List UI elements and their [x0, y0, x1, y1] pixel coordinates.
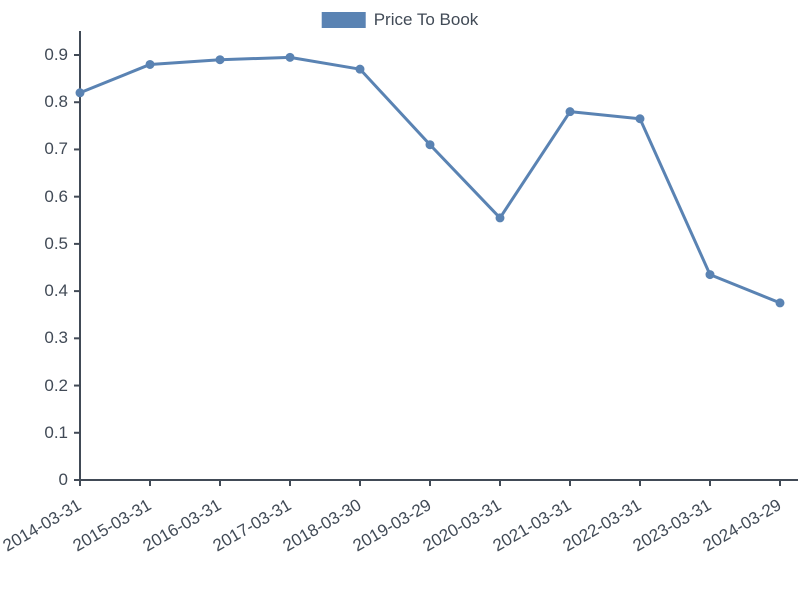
y-tick-label: 0.1 [0, 423, 68, 443]
data-point [426, 141, 434, 149]
y-tick-label: 0.2 [0, 376, 68, 396]
y-tick-label: 0.5 [0, 234, 68, 254]
data-point [356, 65, 364, 73]
y-tick-label: 0 [0, 470, 68, 490]
y-tick-label: 0.3 [0, 328, 68, 348]
data-point [776, 299, 784, 307]
series-line [80, 57, 780, 303]
line-chart: Price To Book 00.10.20.30.40.50.60.70.80… [0, 0, 800, 600]
data-point [146, 60, 154, 68]
data-point [496, 214, 504, 222]
y-tick-label: 0.4 [0, 281, 68, 301]
data-point [706, 271, 714, 279]
y-tick-label: 0.6 [0, 187, 68, 207]
data-point [216, 56, 224, 64]
data-point [76, 89, 84, 97]
y-tick-label: 0.9 [0, 45, 68, 65]
data-point [566, 108, 574, 116]
y-tick-label: 0.7 [0, 139, 68, 159]
y-tick-label: 0.8 [0, 92, 68, 112]
data-point [286, 53, 294, 61]
data-point [636, 115, 644, 123]
